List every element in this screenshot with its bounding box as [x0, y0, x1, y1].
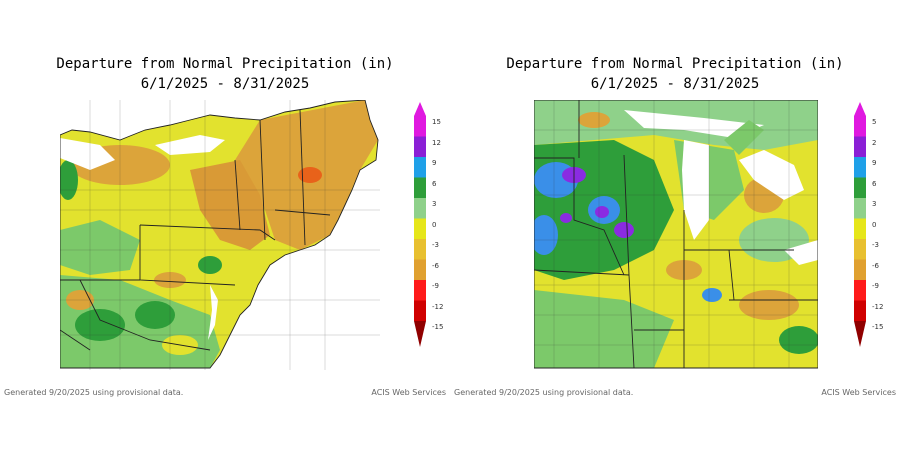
legend-tick-label: 0: [432, 221, 436, 229]
legend-bin: [414, 116, 426, 137]
legend-bin: [854, 280, 866, 301]
legend-tick-label: 2: [872, 139, 876, 147]
legend-bin: [854, 239, 866, 260]
legend-bottom-arrow: [854, 321, 866, 347]
legend-bin: [414, 177, 426, 198]
legend-bin: [414, 259, 426, 280]
map-date-range: 6/1/2025 - 8/31/2025: [140, 76, 310, 92]
legend-tick-label: -12: [432, 303, 443, 311]
acis-credit: ACIS Web Services: [371, 388, 446, 397]
legend-bin: [854, 136, 866, 157]
legend-bin: [414, 300, 426, 321]
legend-tick-label: -12: [872, 303, 883, 311]
legend-top-arrow: [854, 102, 866, 116]
legend-bin: [414, 157, 426, 178]
legend-tick-label: 6: [432, 180, 437, 188]
legend-bin: [414, 218, 426, 239]
legend-tick-label: 15: [432, 118, 441, 126]
precip-legend: 15 12 9 6 3 0 -3 -6 -9 -12 -15: [414, 102, 443, 347]
northeast-precip-map: [60, 100, 380, 370]
legend-bin: [854, 116, 866, 137]
legend-bottom-arrow: [414, 321, 426, 347]
acis-credit: ACIS Web Services: [821, 388, 896, 397]
legend-tick-label: 9: [432, 159, 436, 167]
legend-tick-label: -3: [872, 241, 879, 249]
map-title: Departure from Normal Precipitation (in): [56, 56, 394, 72]
map-title: Departure from Normal Precipitation (in): [506, 56, 844, 72]
precip-legend: 5 2 9 6 3 0 -3 -6 -9 -12 -15: [854, 102, 883, 347]
legend-bin: [414, 239, 426, 260]
map-date-range: 6/1/2025 - 8/31/2025: [590, 76, 760, 92]
legend-tick-label: 0: [872, 221, 876, 229]
legend-bin: [854, 218, 866, 239]
legend-bin: [414, 280, 426, 301]
legend-tick-label: -6: [872, 262, 880, 270]
legend-bin: [854, 177, 866, 198]
legend-top-arrow: [414, 102, 426, 116]
legend-tick-label: 6: [872, 180, 877, 188]
legend-tick-label: 3: [432, 200, 436, 208]
generated-note: Generated 9/20/2025 using provisional da…: [4, 388, 184, 397]
legend-bin: [414, 198, 426, 219]
midwest-map-panel: Departure from Normal Precipitation (in)…: [450, 0, 900, 450]
legend-tick-label: -6: [432, 262, 440, 270]
legend-tick-label: 9: [872, 159, 876, 167]
midwest-precip-map: [534, 100, 818, 369]
legend-tick-label: -9: [872, 282, 879, 290]
legend-bin: [414, 136, 426, 157]
legend-tick-label: -15: [432, 323, 443, 331]
northeast-map-panel: Departure from Normal Precipitation (in)…: [4, 56, 446, 397]
generated-note: Generated 9/20/2025 using provisional da…: [454, 388, 634, 397]
legend-tick-label: -9: [432, 282, 439, 290]
legend-tick-label: 5: [872, 118, 876, 126]
legend-tick-label: -15: [872, 323, 883, 331]
legend-bin: [854, 198, 866, 219]
legend-tick-label: 3: [872, 200, 876, 208]
legend-bin: [854, 157, 866, 178]
legend-bin: [854, 259, 866, 280]
legend-tick-label: 12: [432, 139, 441, 147]
legend-bin: [854, 300, 866, 321]
legend-tick-label: -3: [432, 241, 439, 249]
